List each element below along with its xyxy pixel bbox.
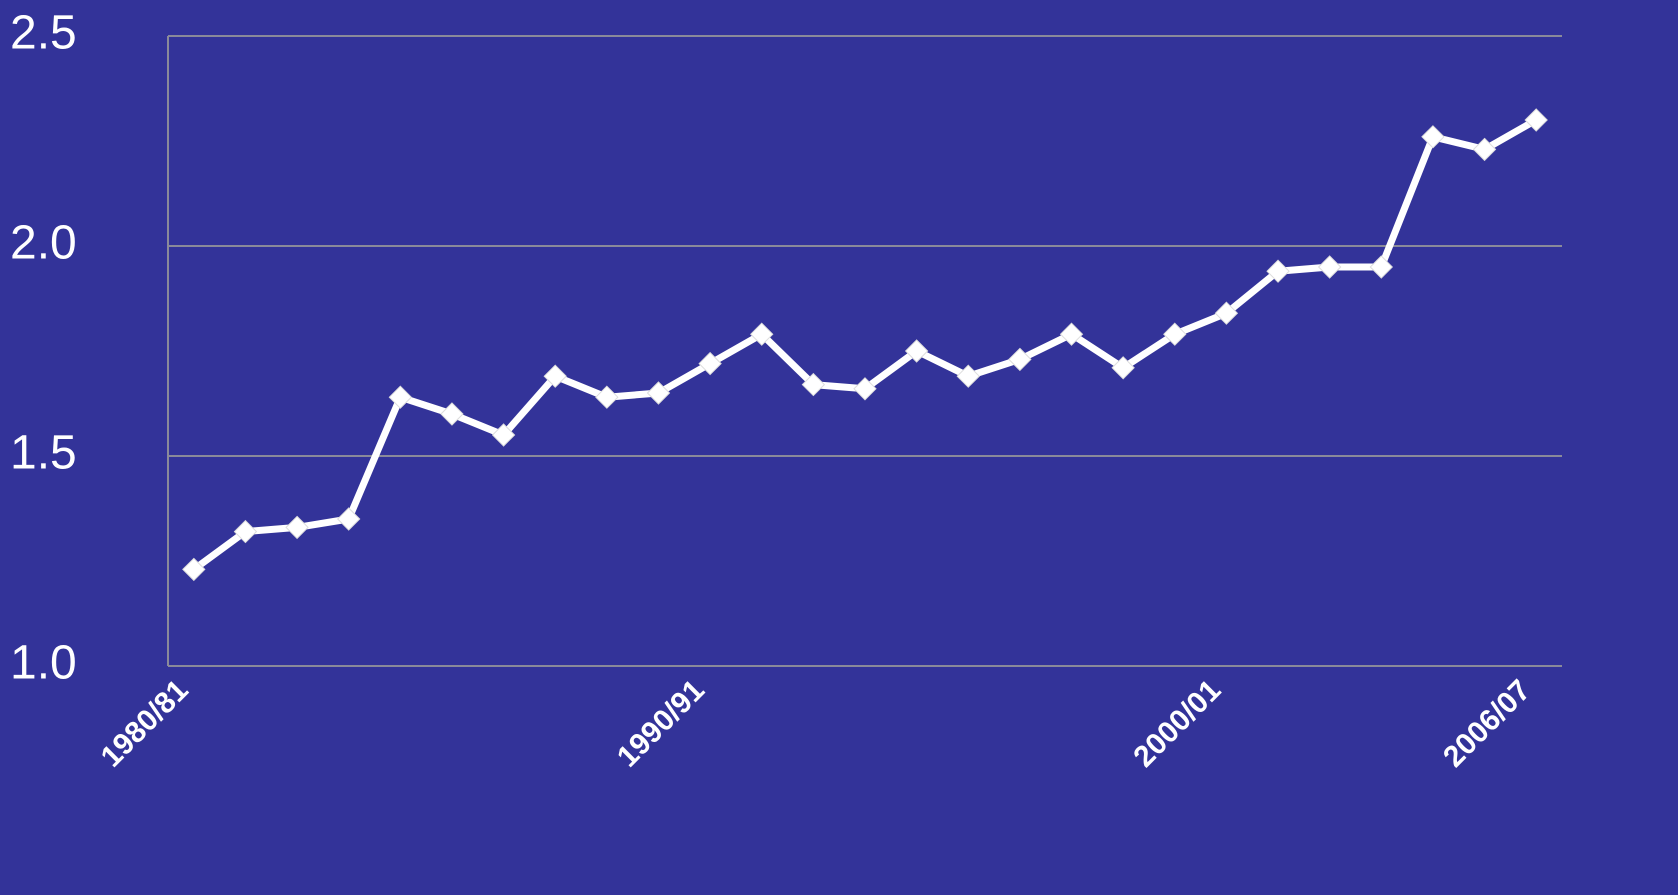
- data-point: [904, 339, 929, 363]
- data-point: [1008, 347, 1032, 372]
- data-point: [1214, 301, 1239, 325]
- data-point: [233, 519, 258, 544]
- data-point: [956, 364, 980, 388]
- data-point: [182, 557, 206, 582]
- data-point: [440, 402, 464, 426]
- data-point: [595, 385, 619, 409]
- data-point: [1524, 108, 1548, 132]
- data-point: [1266, 259, 1290, 283]
- data-point: [853, 377, 877, 401]
- y-tick-label: 2.0: [10, 217, 77, 270]
- data-point: [285, 515, 309, 540]
- data-point: [750, 322, 774, 346]
- data-point: [336, 507, 361, 531]
- data-point: [1059, 322, 1084, 346]
- data-point: [388, 385, 413, 409]
- data-point: [1163, 322, 1187, 346]
- data-point: [1369, 255, 1394, 279]
- data-point: [646, 381, 671, 405]
- y-tick-label: 1.5: [10, 427, 77, 480]
- data-point: [801, 372, 826, 397]
- data-point: [543, 364, 567, 388]
- data-point: [1421, 125, 1445, 149]
- y-tick-label: 1.0: [10, 637, 77, 690]
- data-point: [491, 423, 516, 447]
- data-point: [698, 351, 722, 376]
- y-tick-label: 2.5: [10, 7, 77, 60]
- data-point: [1317, 255, 1342, 279]
- data-point: [1111, 356, 1135, 380]
- data-point: [1472, 137, 1497, 162]
